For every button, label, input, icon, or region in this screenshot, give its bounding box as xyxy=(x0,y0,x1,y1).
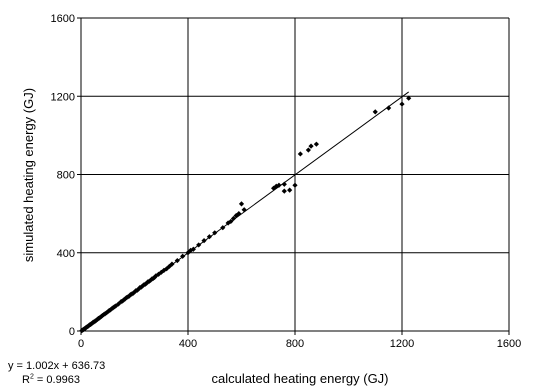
y-tick-label: 800 xyxy=(57,170,75,182)
data-point xyxy=(230,215,237,222)
data-point xyxy=(180,253,186,259)
data-point xyxy=(297,151,303,157)
data-point xyxy=(174,257,180,264)
data-point xyxy=(276,182,282,188)
data-point xyxy=(308,143,314,149)
x-axis-title: calculated heating energy (GJ) xyxy=(211,371,388,386)
x-tick-label: 800 xyxy=(286,338,304,350)
data-point xyxy=(281,181,287,187)
y-tick-label: 0 xyxy=(69,326,75,338)
data-point xyxy=(313,141,319,147)
x-tick-label: 1600 xyxy=(497,338,521,350)
data-point xyxy=(212,230,218,236)
x-tick-labels: 0 400 800 1200 1600 xyxy=(78,338,521,350)
data-point xyxy=(206,234,212,240)
data-point xyxy=(241,207,247,213)
data-point xyxy=(201,238,207,244)
data-points xyxy=(79,95,412,334)
axes xyxy=(77,17,510,335)
r-squared-label: R2 = 0.9963 xyxy=(22,373,81,386)
data-point xyxy=(166,263,172,270)
data-point xyxy=(196,242,202,248)
data-point xyxy=(115,301,122,307)
y-tick-label: 1200 xyxy=(51,91,75,103)
y-axis-title: simulated heating energy (GJ) xyxy=(21,88,36,262)
y-tick-label: 1600 xyxy=(51,13,75,25)
data-point xyxy=(372,109,378,115)
x-tick-label: 400 xyxy=(179,338,197,350)
data-point xyxy=(161,267,167,273)
r-squared-value: = 0.9963 xyxy=(33,374,81,386)
data-point xyxy=(292,182,298,188)
data-point xyxy=(169,261,175,267)
data-point xyxy=(287,187,293,193)
data-point xyxy=(122,296,128,302)
data-point xyxy=(220,225,226,231)
x-tick-label: 0 xyxy=(78,338,84,350)
data-point xyxy=(406,95,412,101)
x-tick-label: 1200 xyxy=(390,338,414,350)
y-tick-labels: 0 400 800 1200 1600 xyxy=(51,13,75,338)
data-point xyxy=(386,105,392,111)
data-point xyxy=(164,266,170,272)
data-point xyxy=(281,188,287,194)
data-point xyxy=(126,293,132,299)
r-squared-symbol: R xyxy=(22,374,30,386)
data-point xyxy=(135,286,142,292)
data-point xyxy=(228,218,234,225)
data-point xyxy=(113,303,119,309)
y-tick-label: 400 xyxy=(57,248,75,260)
data-point xyxy=(238,201,245,207)
data-point xyxy=(190,246,196,252)
data-point xyxy=(271,185,277,191)
r-squared-superscript: 2 xyxy=(29,373,34,381)
data-point xyxy=(273,183,279,189)
data-point xyxy=(305,147,311,153)
data-point xyxy=(399,101,405,107)
trendline-equation: y = 1.002x + 636.73 xyxy=(8,360,106,372)
data-point xyxy=(236,211,242,217)
